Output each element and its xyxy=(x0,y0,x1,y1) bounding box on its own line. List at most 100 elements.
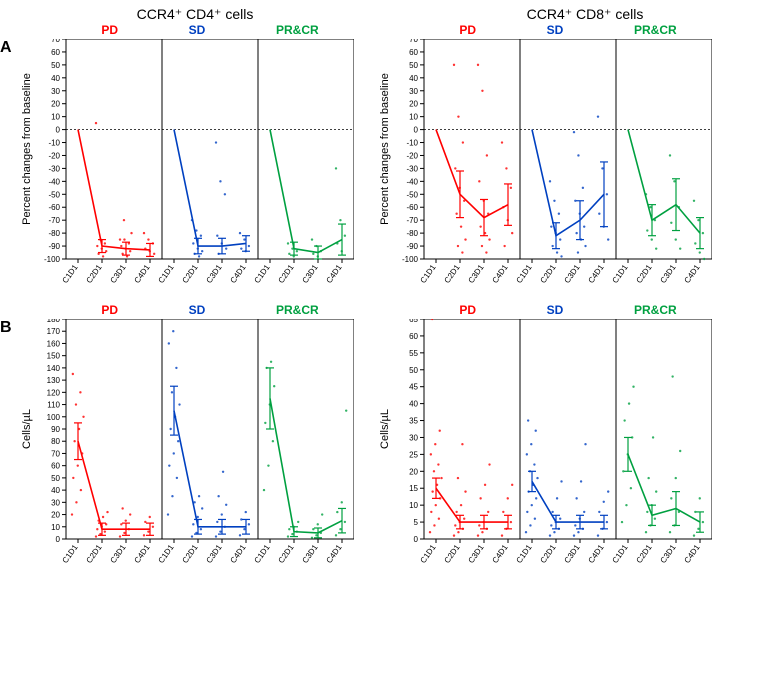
svg-text:10: 10 xyxy=(409,501,418,510)
svg-text:C4D1: C4D1 xyxy=(229,263,248,285)
svg-text:C4D1: C4D1 xyxy=(683,543,702,565)
svg-text:C3D1: C3D1 xyxy=(563,263,582,285)
svg-text:C4D1: C4D1 xyxy=(491,543,510,565)
grp-pr: PR&CR xyxy=(276,303,319,317)
svg-text:70: 70 xyxy=(51,449,60,458)
svg-text:-90: -90 xyxy=(406,242,418,251)
svg-text:120: 120 xyxy=(47,388,61,397)
svg-text:C2D1: C2D1 xyxy=(85,543,104,565)
grp-pd: PD xyxy=(459,23,476,37)
svg-text:C4D1: C4D1 xyxy=(587,263,606,285)
svg-text:C1D1: C1D1 xyxy=(515,263,534,285)
svg-text:-50: -50 xyxy=(48,190,60,199)
svg-text:C3D1: C3D1 xyxy=(205,543,224,565)
grp-pr: PR&CR xyxy=(634,303,677,317)
row-A: A PD SD PR&CR -100-90-80-70-60-50-40-30-… xyxy=(0,23,780,303)
svg-text:-10: -10 xyxy=(48,139,60,148)
svg-text:140: 140 xyxy=(47,364,61,373)
svg-text:15: 15 xyxy=(409,484,418,493)
svg-text:150: 150 xyxy=(47,352,61,361)
svg-text:-60: -60 xyxy=(48,203,60,212)
svg-text:65: 65 xyxy=(409,319,418,324)
svg-text:-100: -100 xyxy=(44,255,61,264)
svg-text:50: 50 xyxy=(409,61,418,70)
svg-text:-10: -10 xyxy=(406,139,418,148)
svg-text:Cells/µL: Cells/µL xyxy=(379,409,391,449)
svg-text:C1D1: C1D1 xyxy=(611,263,630,285)
svg-text:0: 0 xyxy=(414,535,419,544)
svg-text:40: 40 xyxy=(51,74,60,83)
svg-text:20: 20 xyxy=(51,511,60,520)
svg-text:C2D1: C2D1 xyxy=(443,263,462,285)
svg-text:Percent changes from baseline: Percent changes from baseline xyxy=(379,73,391,225)
svg-text:-50: -50 xyxy=(406,190,418,199)
svg-text:C3D1: C3D1 xyxy=(467,263,486,285)
svg-text:50: 50 xyxy=(409,366,418,375)
title-left: CCR4⁺ CD4⁺ cells xyxy=(15,6,375,23)
chart-svg: -100-90-80-70-60-50-40-30-20-10010203040… xyxy=(378,39,712,303)
svg-text:-60: -60 xyxy=(406,203,418,212)
svg-text:Percent changes from baseline: Percent changes from baseline xyxy=(21,73,33,225)
svg-text:100: 100 xyxy=(47,413,61,422)
svg-text:30: 30 xyxy=(409,87,418,96)
svg-text:90: 90 xyxy=(51,425,60,434)
svg-text:110: 110 xyxy=(47,401,60,410)
row-A-label: A xyxy=(0,23,20,57)
top-titles-row: CCR4⁺ CD4⁺ cells CCR4⁺ CD8⁺ cells xyxy=(0,0,780,23)
svg-text:C3D1: C3D1 xyxy=(205,263,224,285)
svg-text:40: 40 xyxy=(409,74,418,83)
svg-text:C4D1: C4D1 xyxy=(133,263,152,285)
svg-text:C2D1: C2D1 xyxy=(539,543,558,565)
svg-text:C1D1: C1D1 xyxy=(253,543,272,565)
svg-text:C3D1: C3D1 xyxy=(659,543,678,565)
svg-text:C1D1: C1D1 xyxy=(61,263,80,285)
svg-text:C4D1: C4D1 xyxy=(133,543,152,565)
svg-text:170: 170 xyxy=(47,327,61,336)
svg-text:10: 10 xyxy=(409,113,418,122)
svg-text:C2D1: C2D1 xyxy=(635,543,654,565)
svg-text:C1D1: C1D1 xyxy=(253,263,272,285)
grp-sd: SD xyxy=(189,23,206,37)
svg-text:C3D1: C3D1 xyxy=(109,263,128,285)
svg-text:20: 20 xyxy=(51,100,60,109)
svg-text:C3D1: C3D1 xyxy=(109,543,128,565)
svg-text:C1D1: C1D1 xyxy=(157,543,176,565)
subheader-A-right: PD SD PR&CR xyxy=(424,23,712,37)
svg-text:C1D1: C1D1 xyxy=(157,263,176,285)
svg-text:0: 0 xyxy=(56,535,61,544)
svg-text:C2D1: C2D1 xyxy=(443,543,462,565)
svg-text:C3D1: C3D1 xyxy=(301,263,320,285)
grp-sd: SD xyxy=(547,303,564,317)
svg-text:20: 20 xyxy=(409,467,418,476)
svg-text:180: 180 xyxy=(47,319,61,324)
grp-sd: SD xyxy=(547,23,564,37)
svg-text:-80: -80 xyxy=(406,229,418,238)
svg-text:-70: -70 xyxy=(48,216,60,225)
svg-text:C2D1: C2D1 xyxy=(181,543,200,565)
svg-text:80: 80 xyxy=(51,437,60,446)
svg-text:Cells/µL: Cells/µL xyxy=(21,409,33,449)
svg-text:-40: -40 xyxy=(406,177,418,186)
svg-text:C4D1: C4D1 xyxy=(325,263,344,285)
svg-text:C2D1: C2D1 xyxy=(277,543,296,565)
svg-text:C4D1: C4D1 xyxy=(683,263,702,285)
svg-text:30: 30 xyxy=(409,433,418,442)
svg-text:60: 60 xyxy=(409,332,418,341)
panel-A-left: PD SD PR&CR -100-90-80-70-60-50-40-30-20… xyxy=(20,23,354,303)
svg-text:C1D1: C1D1 xyxy=(611,543,630,565)
svg-text:40: 40 xyxy=(51,486,60,495)
svg-text:160: 160 xyxy=(47,339,61,348)
svg-text:C2D1: C2D1 xyxy=(539,263,558,285)
grp-pd: PD xyxy=(459,303,476,317)
subheader-B-left: PD SD PR&CR xyxy=(66,303,354,317)
svg-text:C1D1: C1D1 xyxy=(515,543,534,565)
svg-text:45: 45 xyxy=(409,383,418,392)
svg-text:C2D1: C2D1 xyxy=(181,263,200,285)
svg-text:20: 20 xyxy=(409,100,418,109)
svg-text:60: 60 xyxy=(409,48,418,57)
chart-B-left: 0102030405060708090100110120130140150160… xyxy=(20,319,354,583)
svg-text:30: 30 xyxy=(51,87,60,96)
svg-text:C4D1: C4D1 xyxy=(325,543,344,565)
row-B: B PD SD PR&CR 01020304050607080901001101… xyxy=(0,303,780,583)
panel-A-right: PD SD PR&CR -100-90-80-70-60-50-40-30-20… xyxy=(378,23,712,303)
